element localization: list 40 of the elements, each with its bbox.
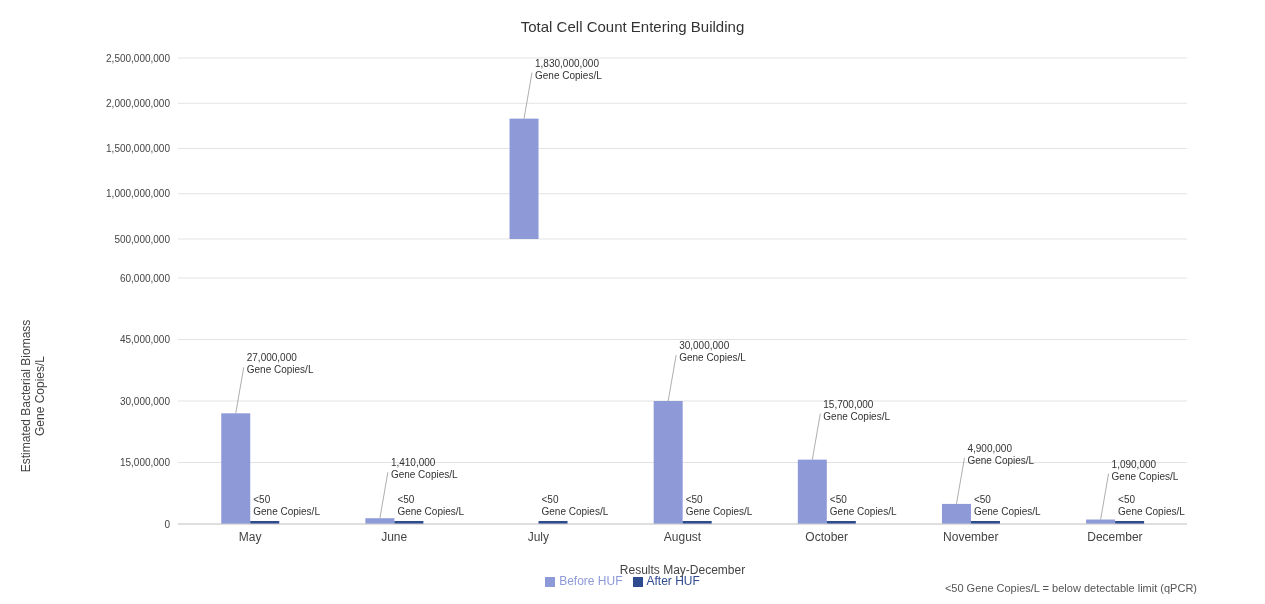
x-tick-label: July [527,529,550,544]
data-label: <50 Gene Copies/L [397,494,465,517]
x-tick-label: November [943,529,999,544]
data-label: 1,090,000 Gene Copies/L [1111,458,1179,482]
y-tick-label: 60,000,000 [119,272,171,284]
bar [941,503,971,524]
data-label: <50 Gene Copies/L [253,494,321,517]
y-tick-label: 15,000,000 [119,457,171,469]
x-tick-label: May [238,529,262,544]
data-label: 15,700,000 Gene Copies/L [823,398,891,422]
x-axis-title: Results May-December [619,563,746,577]
y-tick-label: 0 [164,518,171,530]
legend-label: Before HUF [559,574,623,588]
text: <50 Gene Copies/L = below detectable limit (qPCR) [944,582,1197,594]
y-tick-label: 2,000,000,000 [106,97,171,109]
data-label: 30,000,000 Gene Copies/L [679,340,747,363]
bar [653,401,683,524]
data-label: 1,410,000 Gene Copies/L [390,457,459,481]
x-tick-label: August [663,529,702,544]
x-tick-label: October [805,529,848,544]
data-label: 4,900,000 Gene Copies/L [967,442,1035,466]
data-label: <50 Gene Copies/L [973,494,1042,517]
y-tick-label: 500,000,000 [114,233,171,245]
y-tick-label: 30,000,000 [119,395,171,407]
chart-title: Total Cell Count Entering Building [519,18,746,35]
data-label: <50 Gene Copies/L [1118,494,1186,517]
y-tick-label: 45,000,000 [119,334,171,346]
y-tick-label: 1,000,000,000 [106,188,171,200]
data-label: <50 Gene Copies/L [829,494,897,517]
y-tick-label: 2,500,000,000 [106,52,171,64]
data-label: <50 Gene Copies/L [685,494,753,517]
y-tick-label: 1,500,000,000 [106,143,171,155]
x-tick-label: December [1087,529,1143,544]
x-tick-label: June [381,529,408,544]
bar [221,413,251,524]
data-label: 27,000,000 Gene Copies/L [246,352,314,376]
data-label: <50 Gene Copies/L [541,494,609,517]
y-axis-title: Estimated Bacterial Biomass Gene Copies/L [19,319,48,472]
bar [797,459,827,524]
data-label: 1,830,000,000 Gene Copies/L [535,57,603,81]
